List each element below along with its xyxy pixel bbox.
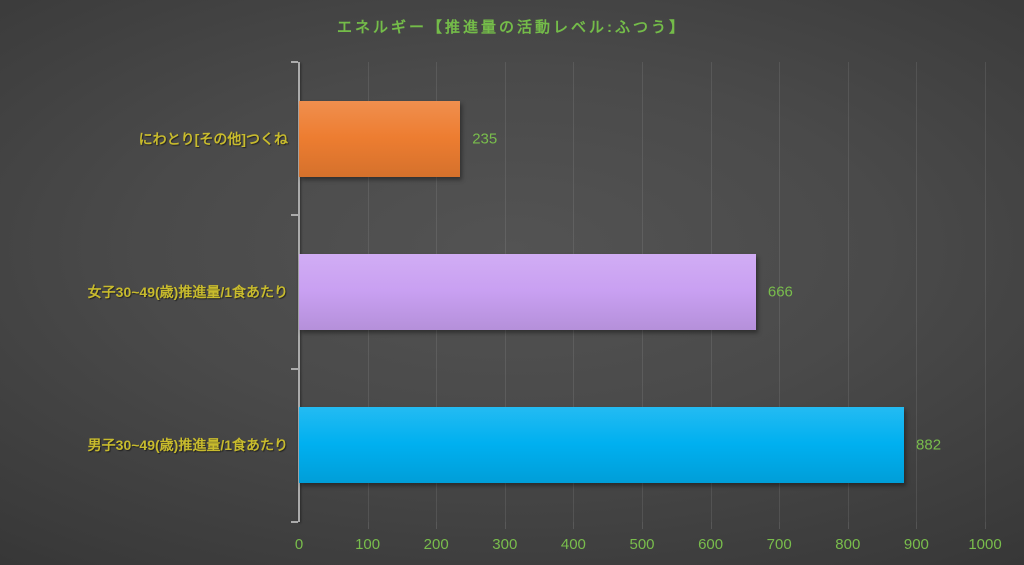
bar-1 xyxy=(299,100,461,177)
x-axis-tick xyxy=(573,522,575,529)
value-label: 882 xyxy=(916,436,942,454)
x-tick-label: 500 xyxy=(629,536,655,553)
x-axis: 0 100 200 300 400 500 600 700 800 900 1000 xyxy=(295,536,1002,558)
bar-2 xyxy=(299,253,756,330)
value-label: 235 xyxy=(472,130,498,148)
x-axis-tick xyxy=(504,522,506,529)
bar-row: 666 xyxy=(299,215,985,368)
chart-title: エネルギー【推進量の活動レベル:ふつう】 xyxy=(337,19,687,36)
x-axis-tick xyxy=(916,522,918,529)
x-axis-tick xyxy=(847,522,849,529)
x-tick-label: 700 xyxy=(766,536,792,553)
value-label: 666 xyxy=(767,283,793,301)
gridline xyxy=(985,62,986,522)
x-tick-label: 800 xyxy=(835,536,861,553)
gridline xyxy=(779,62,781,522)
bar-3 xyxy=(299,407,905,484)
x-axis-tick xyxy=(779,522,781,529)
bar-row: 882 xyxy=(299,369,985,522)
category-label: 女子30~49(歳)推進量/1食あたり xyxy=(87,283,288,300)
x-tick-label: 1000 xyxy=(968,536,1002,553)
x-tick-label: 100 xyxy=(355,536,381,553)
y-axis-tick xyxy=(291,61,298,63)
y-axis-tick xyxy=(291,214,298,217)
x-axis-tick xyxy=(710,522,712,529)
x-tick-label: 300 xyxy=(492,536,518,553)
x-tick-label: 600 xyxy=(698,536,724,553)
category-label: 男子30~49(歳)推進量/1食あたり xyxy=(87,437,288,454)
category-axis: にわとり[その他]つくね女子30~49(歳)推進量/1食あたり 男子30~49(歳… xyxy=(0,62,288,522)
x-tick-label: 200 xyxy=(423,536,449,553)
x-tick-label: 900 xyxy=(903,536,929,553)
x-tick-label: 400 xyxy=(560,536,586,553)
plot-area: 235 666 882 xyxy=(291,61,986,529)
y-axis-tick xyxy=(291,521,298,523)
x-axis-tick xyxy=(642,522,643,529)
y-axis-tick xyxy=(291,367,298,370)
x-tick-label: 0 xyxy=(294,536,304,553)
x-axis-tick xyxy=(985,522,986,529)
gridline xyxy=(847,62,849,522)
x-axis-tick xyxy=(367,522,369,529)
category-label: にわとり[その他]つくね xyxy=(138,130,288,147)
gridline xyxy=(916,62,918,522)
bar-row: 235 xyxy=(299,62,985,215)
x-axis-tick xyxy=(436,522,438,529)
